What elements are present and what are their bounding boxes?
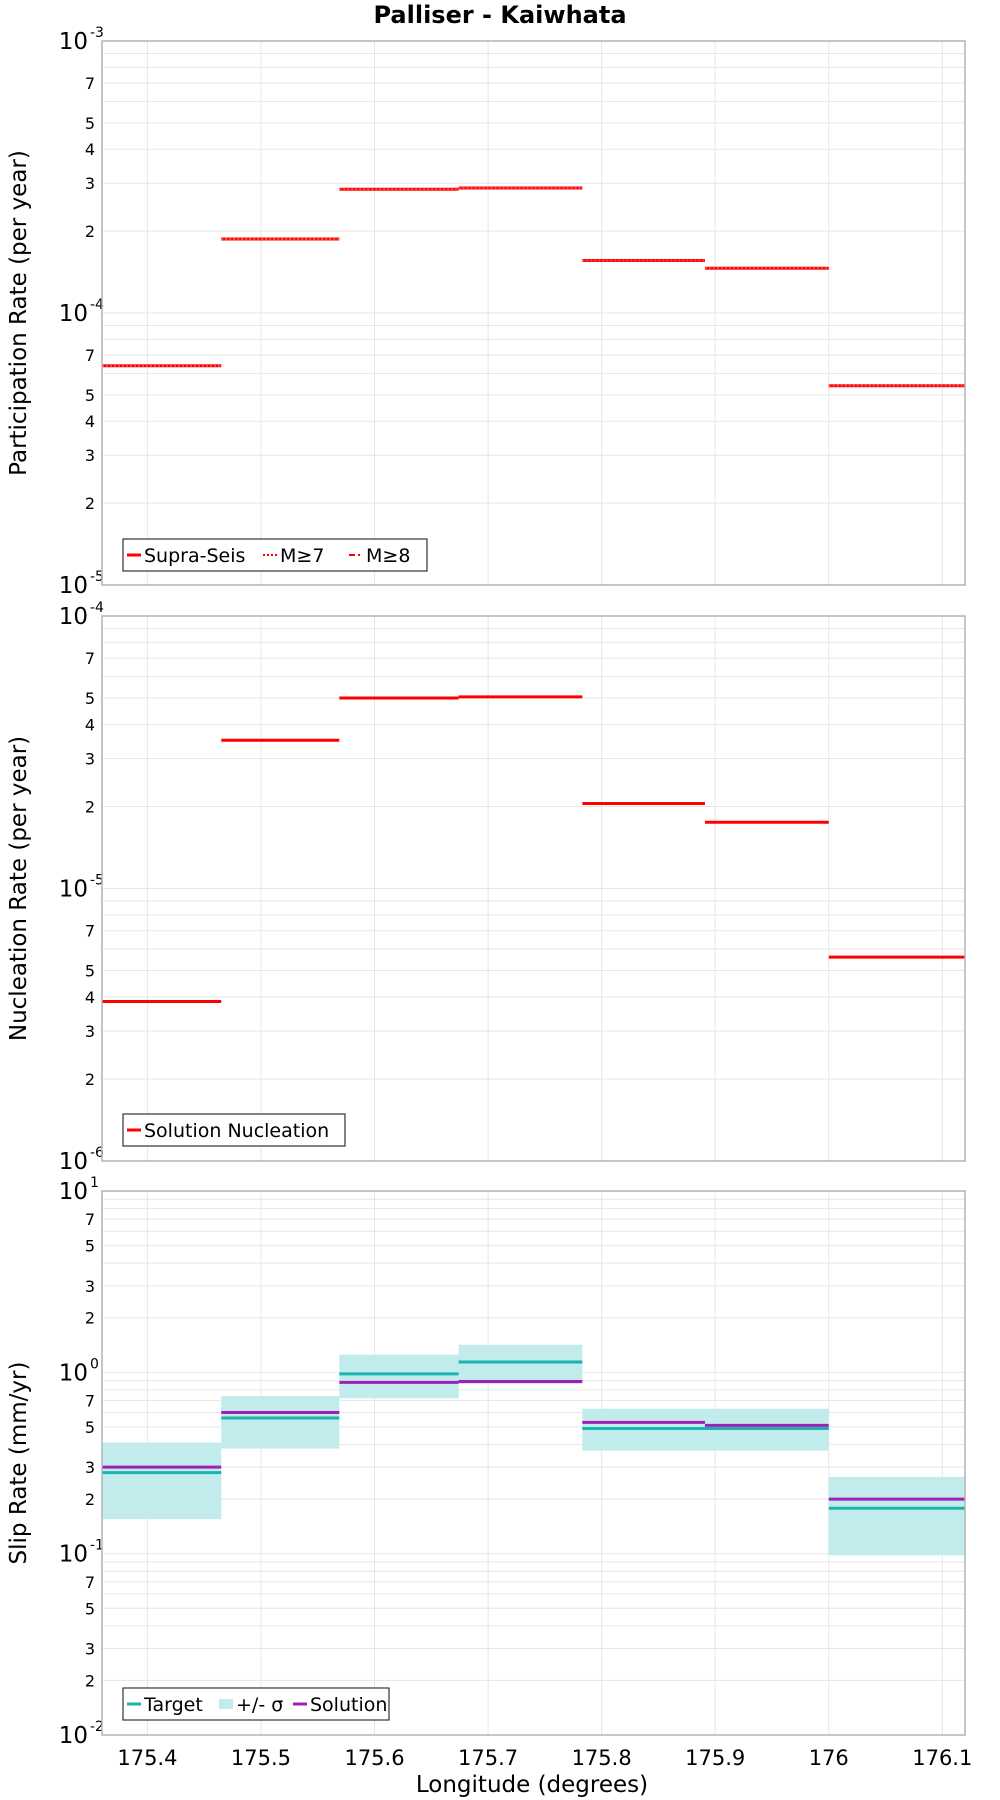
y-axis-label: Participation Rate (per year) — [6, 150, 32, 476]
sigma-band-segment — [828, 1476, 965, 1556]
legend-label: M≥8 — [366, 545, 410, 567]
x-tick-label: 175.8 — [572, 1746, 632, 1770]
y-tick-label-minor: 3 — [85, 749, 95, 768]
y-tick-label-minor: 7 — [85, 1210, 95, 1229]
y-tick-label-minor: 5 — [85, 962, 95, 981]
y-tick-label-minor: 4 — [85, 140, 95, 159]
y-tick-label-minor: 2 — [85, 222, 95, 241]
y-tick-exponent: 1 — [90, 1175, 99, 1191]
series-solution — [102, 1380, 965, 1501]
chart-title: Palliser - Kaiwhata — [373, 1, 626, 29]
plot-frame — [101, 40, 966, 586]
y-tick-label-minor: 2 — [85, 1309, 95, 1328]
y-tick-label-minor: 5 — [85, 1418, 95, 1437]
y-tick-label: 10 — [59, 604, 88, 630]
y-tick-label-minor: 2 — [85, 494, 95, 513]
y-tick-label: 10 — [59, 573, 88, 599]
legend-box — [122, 1687, 390, 1721]
legend-label: +/- σ — [236, 1694, 283, 1716]
legend-swatch — [219, 1699, 233, 1709]
plot-frame — [101, 1190, 966, 1736]
x-tick-label: 175.4 — [117, 1746, 177, 1770]
y-tick-label-minor: 3 — [85, 1639, 95, 1658]
y-tick-exponent: -4 — [90, 600, 104, 616]
y-tick-label-minor: 5 — [85, 386, 95, 405]
legend: Solution Nucleation — [122, 1113, 346, 1147]
y-tick-label-minor: 7 — [85, 649, 95, 668]
y-tick-label-minor: 3 — [85, 174, 95, 193]
y-tick-label-minor: 4 — [85, 988, 95, 1007]
y-tick-label: 10 — [59, 877, 88, 903]
y-tick-label-minor: 7 — [85, 1391, 95, 1410]
y-tick-exponent: -2 — [90, 1719, 104, 1735]
y-tick-label-minor: 2 — [85, 1671, 95, 1690]
series-solution-nucleation — [102, 695, 965, 1003]
x-axis-label: Longitude (degrees) — [416, 1772, 648, 1798]
sigma-band-segment — [339, 1354, 459, 1399]
y-tick-label-minor: 5 — [85, 1599, 95, 1618]
x-tick-label: 175.9 — [685, 1746, 745, 1770]
series-- — [102, 1344, 965, 1556]
y-tick-label-minor: 3 — [85, 1022, 95, 1041]
x-tick-label: 175.6 — [344, 1746, 404, 1770]
y-tick-exponent: -5 — [90, 873, 104, 889]
legend-label: Solution — [310, 1694, 387, 1716]
y-tick-label: 10 — [59, 301, 88, 327]
sigma-band-segment — [458, 1344, 583, 1385]
y-tick-exponent: -6 — [90, 1145, 104, 1161]
sigma-band-segment — [221, 1396, 340, 1449]
y-tick-label-minor: 3 — [85, 1277, 95, 1296]
y-tick-label-minor: 7 — [85, 922, 95, 941]
y-tick-exponent: -1 — [90, 1538, 104, 1554]
y-tick-label-minor: 3 — [85, 1458, 95, 1477]
y-tick-label-minor: 5 — [85, 1237, 95, 1256]
y-tick-label-minor: 3 — [85, 446, 95, 465]
y-tick-label-minor: 5 — [85, 689, 95, 708]
legend-label: Target — [143, 1694, 203, 1716]
y-tick-label-minor: 7 — [85, 346, 95, 365]
y-tick-label: 10 — [59, 1360, 88, 1386]
y-tick-label-minor: 5 — [85, 114, 95, 133]
legend-box — [122, 1113, 346, 1147]
y-tick-label: 10 — [59, 1542, 88, 1568]
legend-label: Solution Nucleation — [144, 1120, 329, 1142]
y-tick-label: 10 — [59, 1149, 88, 1175]
x-tick-label: 176.1 — [912, 1746, 972, 1770]
x-tick-label: 176 — [809, 1746, 849, 1770]
y-tick-exponent: 0 — [90, 1356, 99, 1372]
y-axis-label: Slip Rate (mm/yr) — [6, 1362, 32, 1565]
y-tick-label-minor: 2 — [85, 1070, 95, 1089]
y-tick-label-minor: 2 — [85, 797, 95, 816]
legend: Target +/- σ Solution — [122, 1687, 390, 1721]
y-tick-label: 10 — [59, 1723, 88, 1749]
y-tick-label-minor: 2 — [85, 1490, 95, 1509]
y-tick-label-minor: 7 — [85, 74, 95, 93]
legend-label: M≥7 — [280, 545, 324, 567]
sigma-band-segment — [102, 1442, 222, 1520]
x-tick-label: 175.7 — [458, 1746, 518, 1770]
x-tick-label: 175.5 — [231, 1746, 291, 1770]
legend-label: Supra-Seis — [144, 545, 245, 567]
y-tick-exponent: -5 — [90, 569, 104, 585]
series-m-7 — [102, 187, 965, 387]
y-tick-label: 10 — [59, 29, 88, 55]
y-axis-label: Nucleation Rate (per year) — [6, 736, 32, 1041]
y-tick-exponent: -4 — [90, 297, 104, 313]
y-tick-label-minor: 7 — [85, 1573, 95, 1592]
legend: Supra-Seis M≥7 M≥8 — [122, 538, 428, 572]
y-tick-label-minor: 4 — [85, 715, 95, 734]
series-target — [102, 1360, 965, 1510]
y-tick-exponent: -3 — [90, 25, 104, 41]
plot-frame — [101, 615, 966, 1162]
y-tick-label: 10 — [59, 1179, 88, 1205]
y-tick-label-minor: 4 — [85, 412, 95, 431]
